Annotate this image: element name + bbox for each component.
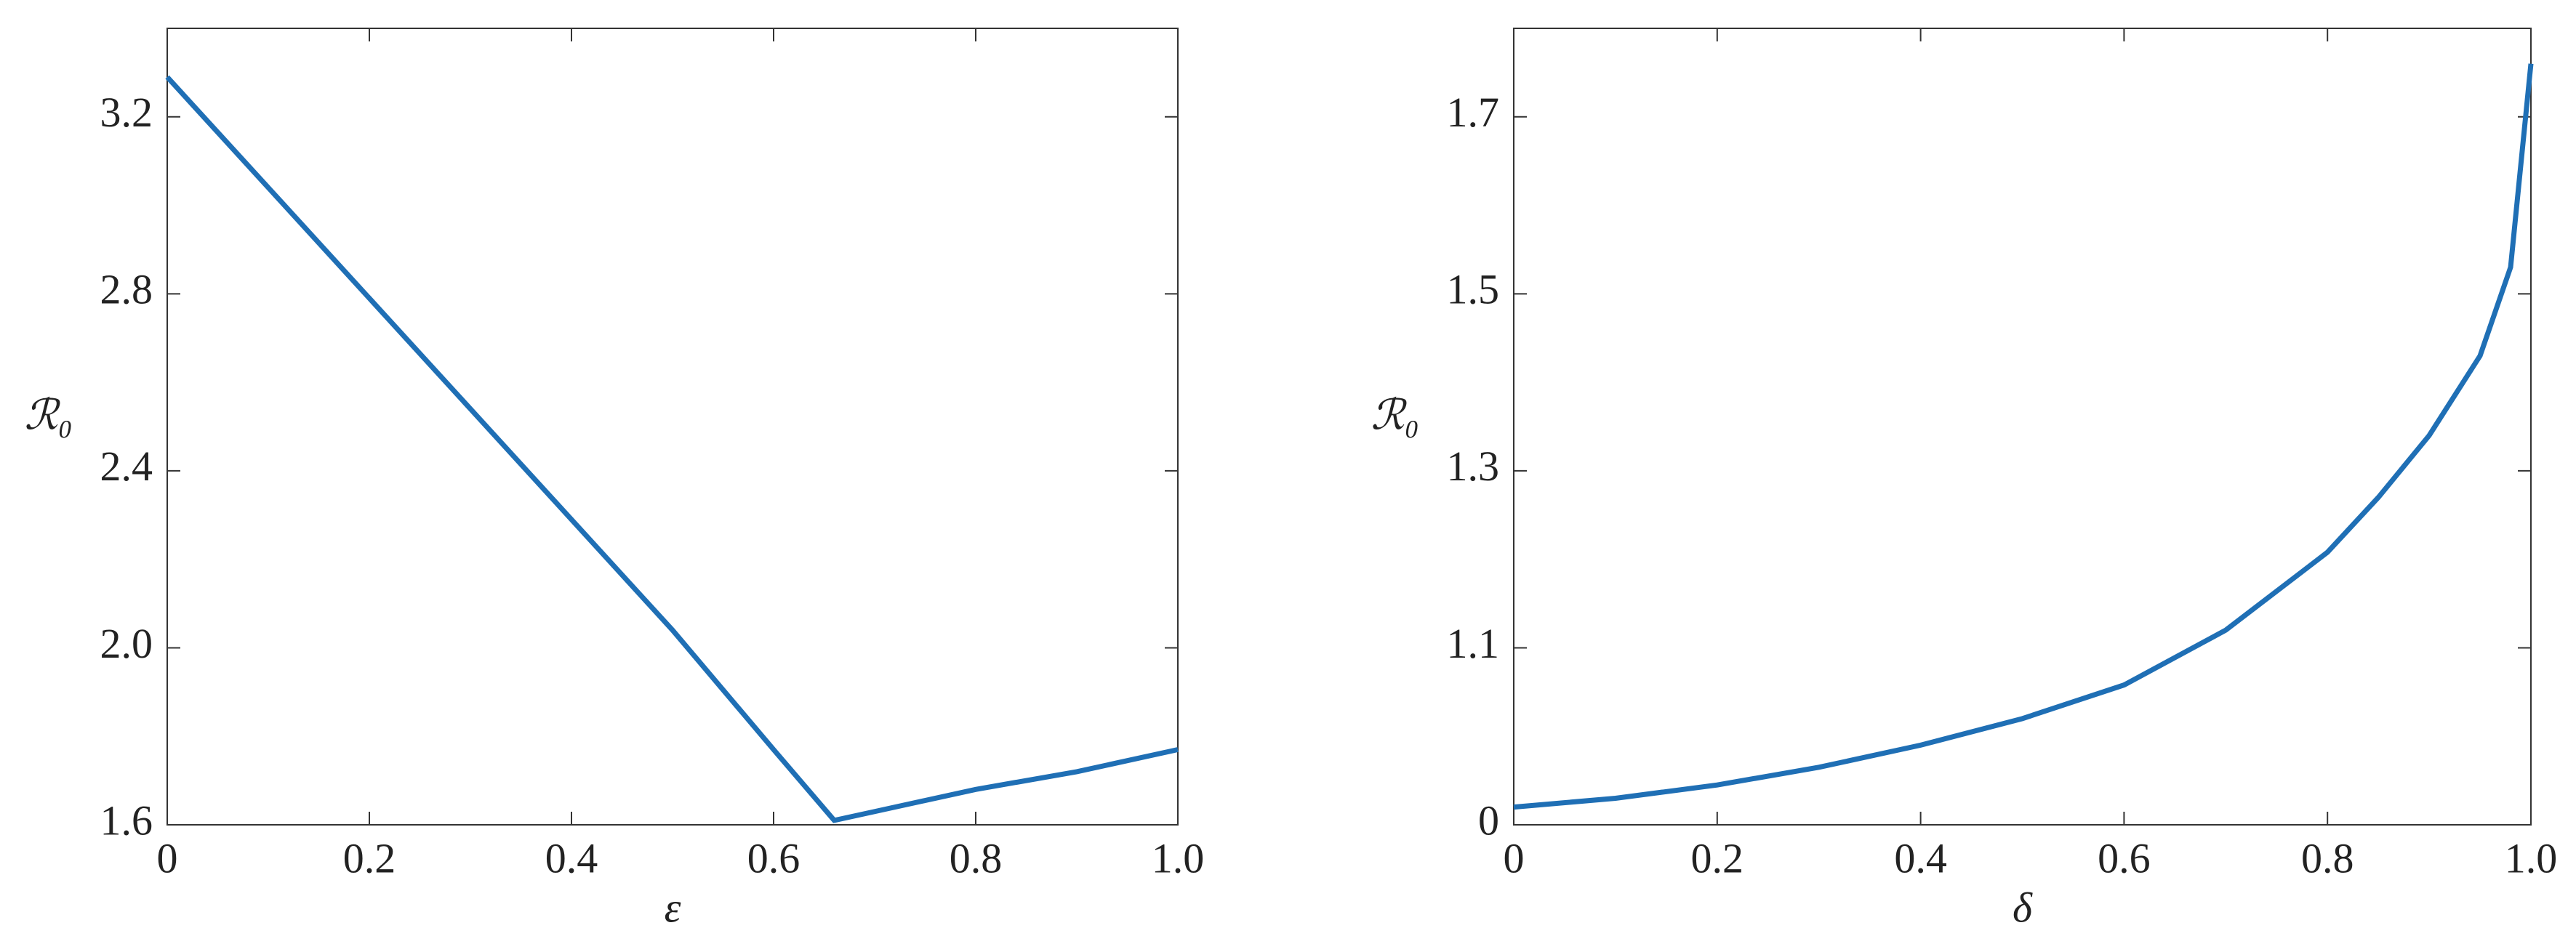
x-tick-label: 1.0 <box>2505 834 2558 881</box>
y-tick-label: 1.7 <box>1447 89 1500 136</box>
y-tick-label: 2.4 <box>100 443 153 490</box>
y-axis-label: ℛ₀ <box>25 391 73 438</box>
x-tick-label: 0.8 <box>950 834 1003 881</box>
y-tick-label: 3.2 <box>100 89 153 136</box>
y-tick-label: 1.3 <box>1447 443 1500 490</box>
x-tick-label: 0.2 <box>1691 834 1744 881</box>
y-axis-label: ℛ₀ <box>1371 391 1419 438</box>
y-tick-label: 1.5 <box>1447 266 1500 313</box>
x-tick-label: 0.4 <box>545 834 598 881</box>
x-tick-label: 1.0 <box>1152 834 1205 881</box>
x-tick-label: 0.6 <box>2098 834 2151 881</box>
x-tick-label: 0.4 <box>1894 834 1947 881</box>
line-series <box>1513 63 2534 810</box>
plot-frame <box>1513 28 2532 826</box>
y-tick-label: 2.8 <box>100 266 153 313</box>
x-tick-label: 0 <box>1504 834 1525 881</box>
x-tick-label: 0 <box>157 834 178 881</box>
x-tick-label: 0.2 <box>343 834 396 881</box>
x-axis-label: δ <box>2013 884 2033 928</box>
x-tick-label: 0.6 <box>747 834 801 881</box>
y-tick-label: 2.0 <box>100 620 153 667</box>
x-axis-label: ε <box>665 884 681 928</box>
x-tick-label: 0.8 <box>2301 834 2354 881</box>
y-tick-label: 1.1 <box>1447 620 1500 667</box>
line-series <box>165 75 1179 823</box>
plot-frame <box>166 28 1179 826</box>
y-tick-label: 0 <box>1478 796 1499 844</box>
y-tick-label: 1.6 <box>100 796 153 844</box>
